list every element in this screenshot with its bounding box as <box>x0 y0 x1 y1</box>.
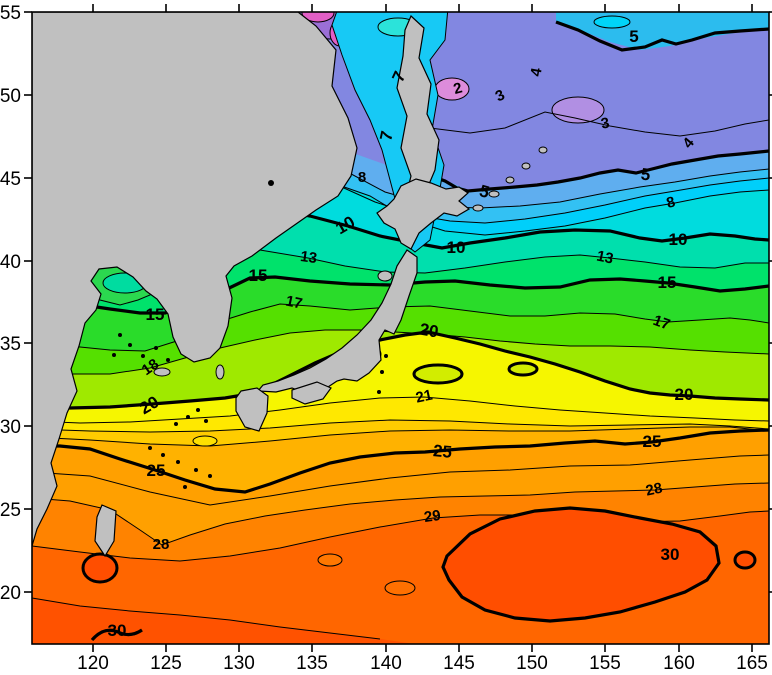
contour-label: 8 <box>358 169 366 186</box>
shikoku <box>291 381 332 405</box>
band-over-30-south <box>32 598 415 644</box>
contour-label: 10 <box>669 230 688 249</box>
x-tick-label: 150 <box>516 653 548 674</box>
y-tick-label: 55 <box>0 3 21 24</box>
x-tick-label: 155 <box>589 653 621 674</box>
y-tick-label: 20 <box>0 583 21 604</box>
contour-label: 25 <box>147 461 166 480</box>
contour-label: 5 <box>640 164 652 184</box>
y-axis-labels: 55 50 45 40 35 30 25 20 <box>0 3 21 604</box>
contour-label: 25 <box>432 441 453 462</box>
y-tick-label: 40 <box>0 252 21 273</box>
small-islands <box>112 180 388 489</box>
contour-label: 17 <box>651 312 672 334</box>
contour-label: 13 <box>595 248 615 268</box>
kuril-islands <box>472 146 548 212</box>
x-tick-label: 145 <box>443 653 475 674</box>
x-tick-label: 120 <box>77 653 109 674</box>
kyushu <box>235 387 269 432</box>
contour-label: 30 <box>108 621 127 640</box>
contour-label: 3 <box>600 114 611 132</box>
contour-label: 18 <box>139 356 162 379</box>
contour-label: 28 <box>644 480 664 500</box>
contour-labels: 7 7 2 3 4 5 3 4 5 5 8 10 13 15 8 10 10 1… <box>108 27 699 640</box>
jeju-island <box>153 367 171 377</box>
asia-mainland <box>32 12 358 547</box>
x-tick-label: 140 <box>370 653 402 674</box>
contour-label: 28 <box>153 536 170 553</box>
contour-label: 17 <box>284 293 304 313</box>
contour-label: 20 <box>418 320 440 342</box>
contour-line-4 <box>429 111 769 137</box>
contour-label: 15 <box>146 305 165 324</box>
contour-label: 25 <box>643 432 662 451</box>
contour-label: 13 <box>299 248 318 267</box>
sado-island <box>377 270 393 282</box>
contour-label: 21 <box>414 387 434 407</box>
contour-label: 30 <box>661 545 680 564</box>
contour-label: 5 <box>629 27 638 46</box>
x-tick-label: 130 <box>223 653 255 674</box>
x-axis-labels: 120 125 130 135 140 145 150 155 160 165 <box>77 653 768 674</box>
contour-label: 15 <box>249 266 268 285</box>
taiwan <box>94 504 117 558</box>
axis-ticks <box>24 4 772 652</box>
okhotsk-north-strip <box>555 12 769 52</box>
land <box>32 12 548 558</box>
tsushima-island <box>215 364 225 380</box>
y-tick-label: 50 <box>0 86 21 107</box>
x-tick-label: 135 <box>296 653 328 674</box>
plot-frame <box>31 11 770 645</box>
contour-label: 29 <box>423 507 442 526</box>
hokkaido <box>376 178 471 250</box>
contour-label: 20 <box>675 385 694 404</box>
warm-pool-30 <box>81 506 757 642</box>
contour-label: 4 <box>527 66 545 78</box>
y-tick-label: 30 <box>0 417 21 438</box>
x-tick-label: 125 <box>150 653 182 674</box>
x-tick-label: 160 <box>663 653 695 674</box>
x-tick-label: 165 <box>736 653 768 674</box>
contour-label: 10 <box>447 238 466 257</box>
contour-label: 15 <box>658 273 677 292</box>
y-tick-label: 35 <box>0 334 21 355</box>
y-tick-label: 25 <box>0 500 21 521</box>
contour-label: 7 <box>376 129 397 142</box>
map-area: 7 7 2 3 4 5 3 4 5 5 8 10 13 15 8 10 10 1… <box>32 12 769 644</box>
y-tick-label: 45 <box>0 169 21 190</box>
